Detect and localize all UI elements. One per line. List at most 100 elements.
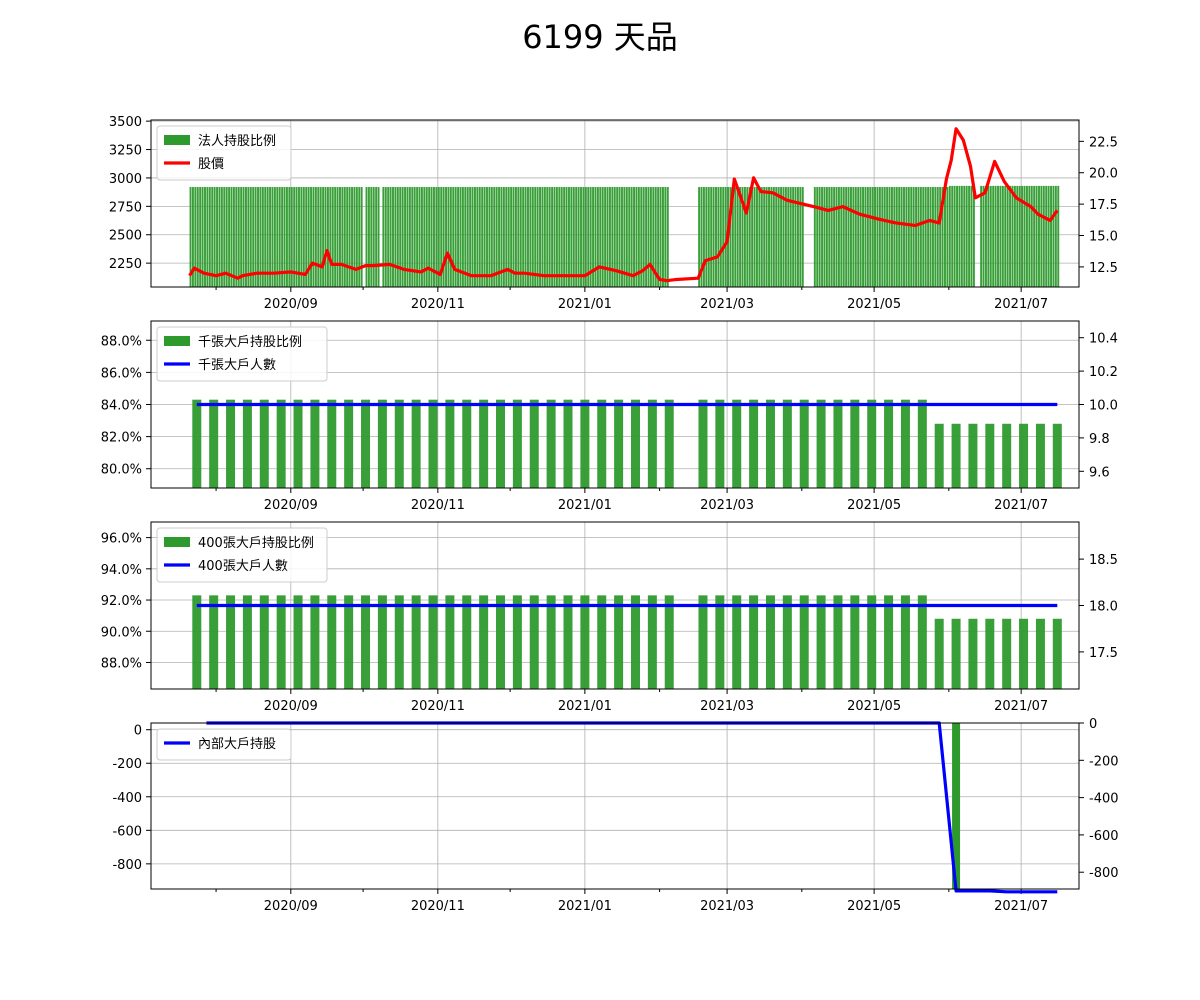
bar [1019,618,1029,689]
bar [782,187,785,287]
bar [799,399,809,488]
bar [254,187,257,287]
bar [898,187,901,287]
bar [293,187,296,287]
legend-label: 千張大戶持股比例 [198,335,302,350]
bar [900,595,910,689]
bar [370,187,373,287]
y-tick-label-right: 17.5 [1089,198,1118,213]
bar [739,187,742,287]
bar [220,187,223,287]
legend-label: 股價 [198,157,224,172]
bar [445,187,447,287]
bar [408,187,411,287]
bar [230,187,233,287]
bar [594,187,597,287]
x-tick-label: 2021/03 [700,899,754,914]
y-tick-label-right: 0 [1089,717,1097,732]
bar [580,399,590,488]
y-tick-label-left: 2250 [109,257,142,272]
bar [968,423,978,488]
bar [285,187,288,287]
bar [1002,618,1012,689]
x-tick-label: 2020/09 [264,899,318,914]
bar [666,187,669,287]
x-tick-label: 2021/05 [847,498,901,513]
bar [596,187,599,287]
bar [1035,618,1045,689]
legend: 400張大戶持股比例 400張大戶人數 [156,527,328,583]
bar [461,187,464,287]
y-tick-label-left: 92.0% [101,594,142,609]
bar [1033,185,1036,287]
bar [496,595,506,689]
bar [486,187,488,287]
bar [418,187,421,287]
bar [948,185,951,287]
bar [343,187,346,287]
bar [298,187,300,287]
bar [840,187,843,287]
bar [411,399,421,488]
bar [1040,185,1043,287]
bar [702,187,705,287]
bar [929,187,932,287]
bar [529,399,539,488]
bar [541,187,544,287]
bar [225,187,228,287]
bar [647,595,657,689]
bar [348,187,351,287]
bar [327,399,337,488]
bar [984,185,987,287]
bar [917,399,927,488]
bar [382,187,385,287]
bar [411,187,414,287]
bar [825,187,828,287]
bar [507,187,510,287]
bar [512,399,522,488]
x-tick-label: 2021/07 [994,297,1048,312]
bar [529,187,532,287]
bar [912,187,915,287]
bar [640,187,643,287]
bar [406,187,409,287]
bar [628,187,631,287]
bar [715,187,717,287]
bar [329,187,332,287]
y-tick-label-left: 86.0% [101,366,142,381]
bar [191,187,194,287]
bar [394,595,404,689]
bar [614,595,624,689]
bar [789,187,792,287]
bar [784,187,787,287]
bar [601,187,604,287]
bar [452,187,455,287]
bar [322,187,325,287]
bar [355,187,358,287]
bar [269,187,272,287]
bar [232,187,235,287]
bar [765,187,768,287]
bar [835,187,838,287]
legend-swatch [164,336,190,346]
bar [782,399,792,488]
bar [488,187,491,287]
y-tick-label-right: 20.0 [1089,167,1118,182]
bar [821,187,824,287]
bar [968,618,978,689]
bar [367,187,370,287]
bar [440,187,443,287]
bar [435,187,438,287]
bar [339,187,341,287]
plot-frame [150,722,1080,890]
bar [196,187,199,287]
bar [895,187,898,287]
bar [939,187,942,287]
bar [476,187,479,287]
bar [235,187,238,287]
y-tick-label-right: 9.6 [1089,465,1110,480]
bar [1050,185,1053,287]
bar [1023,185,1026,287]
